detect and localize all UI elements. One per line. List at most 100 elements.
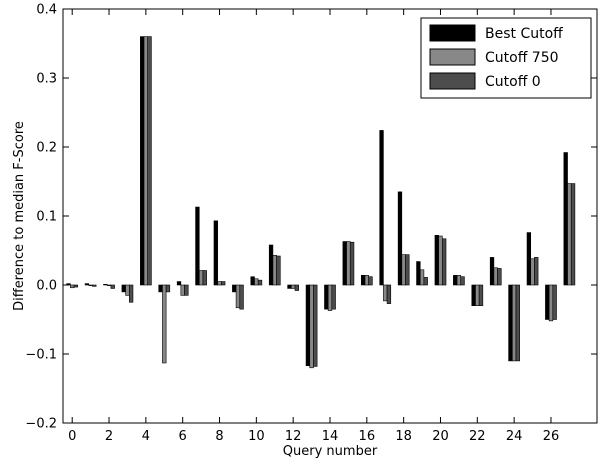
- legend-label-cutoff-750: Cutoff 750: [485, 50, 559, 66]
- bar-best-cutoff-q13: [305, 284, 311, 367]
- x-tick-label: 12: [285, 429, 302, 444]
- bar-cutoff-0-q5: [165, 284, 171, 293]
- y-tick-label: 0.2: [36, 141, 57, 156]
- bar-cutoff-750-q20: [438, 235, 443, 286]
- bar-best-cutoff-q20: [434, 235, 439, 286]
- bar-best-cutoff-q22: [471, 284, 476, 307]
- bar-best-cutoff-q23: [489, 257, 495, 286]
- bar-cutoff-0-q11: [276, 255, 281, 286]
- y-tick-label: −0.2: [25, 417, 57, 432]
- bar-cutoff-750-q17: [383, 284, 388, 302]
- bar-best-cutoff-q11: [268, 244, 274, 286]
- bar-cutoff-0-q2: [110, 284, 115, 289]
- bar-cutoff-750-q10: [254, 278, 259, 286]
- bar-best-cutoff-q3: [121, 284, 126, 293]
- bar-best-cutoff-q2: [103, 284, 108, 286]
- bar-best-cutoff-q16: [360, 275, 366, 286]
- bar-cutoff-750-q27: [567, 183, 572, 286]
- y-tick-label: 0.3: [36, 72, 57, 87]
- x-tick-label: 20: [432, 429, 449, 444]
- bar-cutoff-0-q24: [515, 284, 520, 362]
- legend-label-best-cutoff: Best Cutoff: [485, 26, 563, 42]
- legend-swatch-best-cutoff: [429, 24, 476, 42]
- x-tick-label: 16: [359, 429, 376, 444]
- y-axis-title: Difference to median F-Score: [12, 121, 27, 311]
- bar-cutoff-0-q10: [257, 279, 263, 286]
- bar-best-cutoff-q24: [508, 284, 513, 362]
- y-axis-ticks: −0.2 −0.1 0.0 0.1 0.2 0.3 0.4: [25, 3, 597, 432]
- bar-cutoff-0-q1: [92, 284, 97, 287]
- bar-cutoff-750-q2: [106, 284, 112, 286]
- legend-swatch-cutoff-750: [429, 48, 476, 66]
- bar-best-cutoff-q7: [195, 206, 200, 286]
- y-tick-label: 0.1: [36, 210, 57, 225]
- bar-cutoff-0-q9: [239, 284, 244, 310]
- legend: Best Cutoff Cutoff 750 Cutoff 0: [420, 17, 592, 99]
- bar-cutoff-750-q0: [70, 284, 75, 289]
- bar-cutoff-0-q13: [313, 284, 318, 367]
- bar-cutoff-750-q16: [364, 275, 369, 286]
- bar-best-cutoff-q26: [545, 284, 550, 320]
- bar-best-cutoff-q17: [379, 130, 384, 286]
- bar-cutoff-0-q18: [405, 254, 410, 286]
- bar-cutoff-0-q26: [552, 284, 557, 320]
- bar-cutoff-750-q25: [530, 258, 535, 286]
- x-tick-label: 22: [469, 429, 486, 444]
- bar-cutoff-750-q14: [327, 284, 333, 311]
- y-tick-label: 0.4: [36, 3, 57, 18]
- bar-best-cutoff-q5: [158, 284, 163, 293]
- bar-best-cutoff-q27: [563, 152, 568, 286]
- bar-cutoff-0-q22: [478, 284, 484, 307]
- bar-cutoff-750-q18: [401, 254, 406, 286]
- bar-cutoff-0-q27: [570, 183, 576, 286]
- bar-cutoff-750-q24: [511, 284, 517, 362]
- x-tick-label: 8: [215, 429, 223, 444]
- bar-cutoff-0-q0: [73, 284, 79, 288]
- bar-cutoff-0-q4: [147, 36, 152, 286]
- bar-best-cutoff-q1: [84, 283, 90, 286]
- bar-cutoff-0-q25: [534, 257, 539, 286]
- bar-cutoff-0-q17: [386, 284, 392, 304]
- x-tick-label: 24: [506, 429, 523, 444]
- bar-cutoff-750-q15: [346, 241, 351, 286]
- bar-cutoff-750-q5: [162, 284, 167, 364]
- x-axis-ticks: 0 2 4 6 8 10 12 14 16 18 20 22 24 26: [68, 9, 559, 444]
- x-tick-label: 26: [543, 429, 560, 444]
- bar-best-cutoff-q19: [416, 261, 421, 286]
- x-tick-label: 10: [248, 429, 265, 444]
- bar-cutoff-750-q6: [180, 284, 185, 296]
- bar-cutoff-750-q21: [456, 275, 462, 286]
- bar-cutoff-750-q22: [475, 284, 480, 307]
- bar-cutoff-750-q4: [143, 36, 149, 286]
- bar-cutoff-750-q9: [235, 284, 241, 309]
- bar-best-cutoff-q8: [213, 220, 218, 286]
- bar-cutoff-0-q7: [202, 270, 207, 286]
- bar-cutoff-750-q7: [198, 270, 204, 286]
- bar-cutoff-750-q1: [88, 284, 93, 286]
- bar-cutoff-750-q23: [493, 267, 498, 286]
- bar-cutoff-750-q3: [125, 284, 130, 296]
- bar-best-cutoff-q6: [176, 281, 182, 286]
- legend-label-cutoff-0: Cutoff 0: [485, 74, 541, 90]
- bar-cutoff-0-q6: [184, 284, 189, 296]
- y-tick-label: −0.1: [25, 348, 57, 363]
- bar-best-cutoff-q18: [397, 191, 403, 286]
- x-tick-label: 14: [322, 429, 339, 444]
- bar-best-cutoff-q15: [342, 241, 347, 286]
- bar-cutoff-0-q14: [331, 284, 336, 310]
- x-tick-label: 2: [105, 429, 113, 444]
- bar-cutoff-0-q3: [128, 284, 134, 303]
- bars-group: [66, 36, 576, 369]
- bar-best-cutoff-q9: [232, 284, 237, 293]
- bar-cutoff-750-q26: [548, 284, 554, 322]
- x-axis-title: Query number: [283, 444, 378, 459]
- bar-best-cutoff-q14: [324, 284, 329, 310]
- bar-cutoff-0-q23: [497, 268, 502, 286]
- bar-best-cutoff-q10: [250, 276, 255, 286]
- bar-cutoff-0-q12: [294, 284, 299, 291]
- bar-best-cutoff-q21: [453, 275, 458, 286]
- bar-cutoff-0-q20: [442, 238, 447, 286]
- legend-swatch-cutoff-0: [429, 72, 476, 90]
- x-tick-label: 18: [395, 429, 412, 444]
